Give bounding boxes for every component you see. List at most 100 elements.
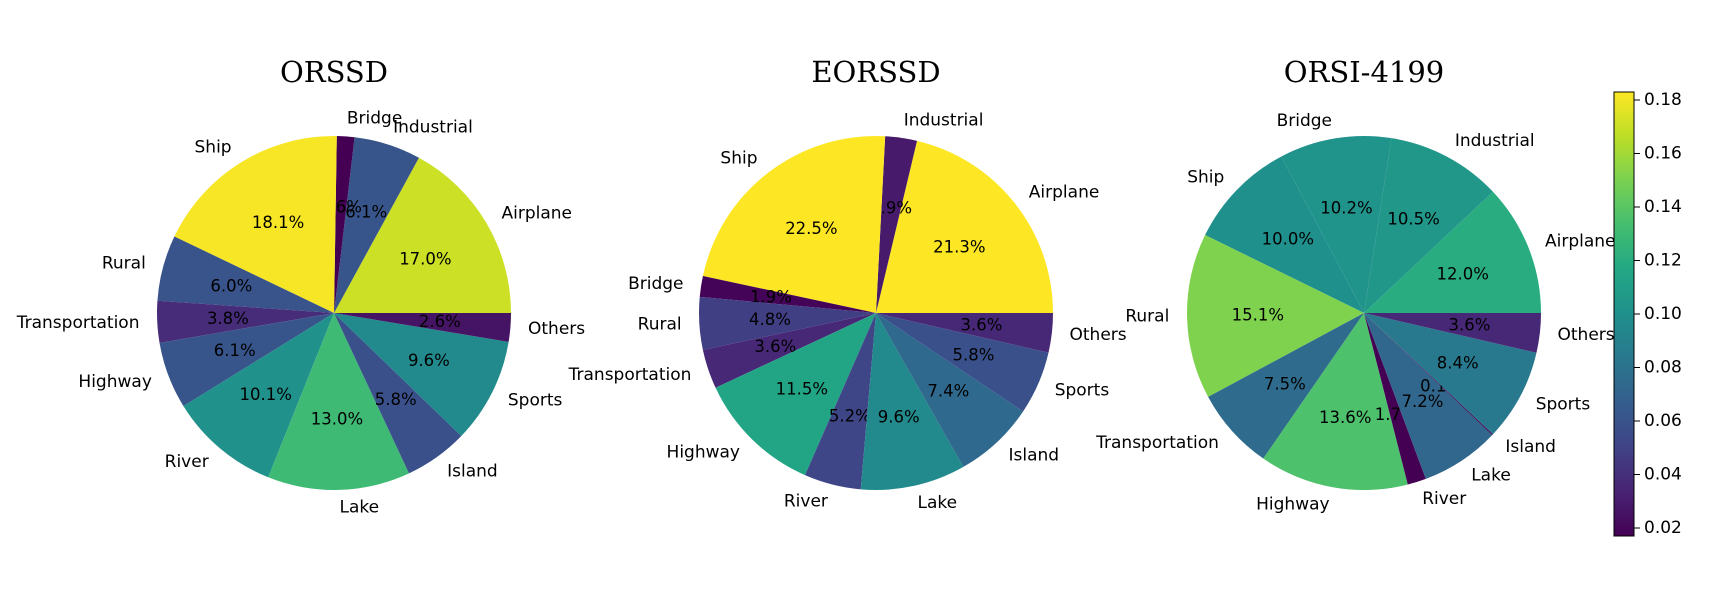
slice-category-label: Airplane bbox=[502, 204, 573, 224]
slice-percent-label: 3.6% bbox=[961, 316, 1003, 335]
pie-slice-rural bbox=[698, 296, 876, 350]
slice-category-label: Highway bbox=[1256, 495, 1329, 515]
colorbar-tick-label: 0.06 bbox=[1644, 411, 1682, 431]
slice-category-label: Transportation bbox=[568, 365, 692, 385]
slice-category-label: Lake bbox=[340, 498, 380, 518]
pie-slice-island bbox=[1364, 313, 1493, 436]
pie-slice-others bbox=[1364, 313, 1541, 353]
slice-category-label: Others bbox=[528, 319, 585, 339]
pie-slice-others bbox=[876, 313, 1053, 353]
slice-category-label: River bbox=[165, 452, 209, 472]
slice-percent-label: 8.4% bbox=[1437, 354, 1479, 373]
pie-slice-highway bbox=[159, 313, 334, 407]
slice-percent-label: 2.6% bbox=[419, 312, 461, 331]
pie-slice-bridge bbox=[699, 276, 876, 313]
pie-chart-eorssd: EORSSD21.3%Airplane2.9%Industrial22.5%Sh… bbox=[568, 55, 1127, 513]
slice-category-label: Industrial bbox=[904, 110, 984, 130]
pie-slice-lake bbox=[268, 313, 409, 490]
slice-percent-label: 3.8% bbox=[207, 309, 249, 328]
pie-slice-lake bbox=[1364, 313, 1493, 479]
colorbar-tick-label: 0.14 bbox=[1644, 197, 1682, 217]
slice-percent-label: 22.5% bbox=[785, 219, 837, 238]
pie-title: ORSSD bbox=[280, 55, 388, 89]
slice-category-label: Bridge bbox=[628, 274, 683, 294]
colorbar-gradient bbox=[1614, 92, 1634, 536]
slice-percent-label: 10.1% bbox=[239, 385, 291, 404]
slice-percent-label: 7.4% bbox=[927, 381, 969, 400]
colorbar-tick-label: 0.04 bbox=[1644, 465, 1682, 485]
pie-chart-orsi-4199: ORSI-4199 12.0% Airplane 10.5% Industrial 10.… bbox=[1095, 55, 1615, 515]
colorbar-tick-label: 0.08 bbox=[1644, 358, 1682, 378]
pie-slice-ship bbox=[1205, 156, 1364, 313]
slice-category-label: Sports bbox=[508, 391, 563, 411]
pie-slice-bridge bbox=[334, 136, 355, 313]
slice-percent-label: 12.0% bbox=[1436, 264, 1488, 283]
slice-percent-label: 3.6% bbox=[1449, 316, 1491, 335]
pie-slice-airplane bbox=[334, 157, 511, 313]
slice-category-label: River bbox=[1422, 489, 1466, 509]
pie-slice-transportation bbox=[702, 313, 876, 388]
slice-percent-label: 10.0% bbox=[1262, 230, 1314, 249]
pie-title: EORSSD bbox=[811, 55, 940, 89]
pie-slice-airplane bbox=[876, 140, 1053, 313]
slice-category-label: Bridge bbox=[347, 109, 402, 129]
slice-percent-label: 9.6% bbox=[878, 407, 920, 426]
pie-slice-sports bbox=[334, 313, 509, 436]
pie-slice-highway bbox=[715, 313, 876, 476]
slice-percent-label: 7.2% bbox=[1402, 392, 1444, 411]
slice-percent-label: 3.6% bbox=[754, 337, 796, 356]
pie-slice-bridge bbox=[1281, 135, 1392, 313]
slice-percent-label: 18.1% bbox=[252, 213, 304, 232]
pie-slice-airplane bbox=[1364, 191, 1541, 313]
slice-percent-label: 11.5% bbox=[776, 380, 828, 399]
slice-category-label: Ship bbox=[195, 137, 232, 157]
pie-slice-highway bbox=[1263, 313, 1408, 491]
slice-category-label: Transportation bbox=[16, 313, 140, 333]
pie-slice-industrial bbox=[1364, 138, 1493, 313]
slice-category-label: Lake bbox=[1471, 466, 1511, 486]
pie-slice-transportation bbox=[1208, 313, 1364, 459]
slice-percent-label: 7.5% bbox=[1264, 374, 1306, 393]
slice-percent-label: 5.8% bbox=[953, 346, 995, 365]
slice-category-label: Bridge bbox=[1277, 111, 1332, 131]
pie-slice-island bbox=[334, 313, 462, 474]
slice-percent-label: 4.8% bbox=[749, 310, 791, 329]
slice-percent-label: 13.0% bbox=[311, 410, 363, 429]
pie-title: ORSI-4199 bbox=[1284, 55, 1445, 89]
slice-category-label: Highway bbox=[78, 372, 151, 392]
pie-slice-transportation bbox=[156, 300, 334, 343]
slice-percent-label: 10.5% bbox=[1387, 210, 1439, 229]
slice-category-label: Ship bbox=[720, 149, 757, 169]
colorbar: 0.02 0.04 0.06 0.08 0.10 0.12 0.14 0.16 0.18 bbox=[1613, 90, 1682, 538]
slice-category-label: Highway bbox=[667, 442, 740, 462]
slice-percent-label: 21.3% bbox=[933, 238, 985, 257]
slice-percent-label: 17.0% bbox=[399, 249, 451, 268]
colorbar-tick-label: 0.02 bbox=[1644, 518, 1682, 538]
pie-slice-ship bbox=[702, 136, 886, 313]
slice-category-label: Sports bbox=[1055, 380, 1110, 400]
pie-slice-river bbox=[1364, 313, 1426, 485]
slice-percent-label: 9.6% bbox=[408, 351, 450, 370]
pie-chart-orssd: ORSSD17.0%Airplane6.1%Industrial1.6%Brid… bbox=[16, 55, 586, 518]
slice-percent-label: 10.2% bbox=[1320, 199, 1372, 218]
slice-percent-label: 5.2% bbox=[829, 406, 871, 425]
slice-category-label: Rural bbox=[102, 253, 146, 273]
colorbar-tick-label: 0.16 bbox=[1644, 144, 1682, 164]
slice-category-label: Industrial bbox=[1455, 131, 1535, 151]
slice-percent-label: 1.9% bbox=[750, 288, 792, 307]
pie-slice-others bbox=[334, 313, 511, 342]
pie-slice-sports bbox=[1364, 313, 1537, 435]
colorbar-tick-label: 0.10 bbox=[1644, 304, 1682, 324]
pie-slice-lake bbox=[860, 313, 964, 490]
pie-slice-ship bbox=[174, 135, 337, 313]
colorbar-tick-label: 0.18 bbox=[1644, 90, 1682, 110]
pie-slice-river bbox=[183, 313, 334, 478]
slice-percent-label: 15.1% bbox=[1232, 306, 1284, 325]
slice-category-label: Island bbox=[1009, 446, 1060, 466]
pie-slice-rural bbox=[157, 236, 334, 313]
slice-category-label: Airplane bbox=[1545, 231, 1616, 251]
slice-category-label: Island bbox=[1505, 437, 1556, 457]
slice-category-label: Lake bbox=[918, 493, 958, 513]
slice-category-label: Rural bbox=[638, 315, 682, 335]
slice-category-label: Transportation bbox=[1095, 433, 1219, 453]
